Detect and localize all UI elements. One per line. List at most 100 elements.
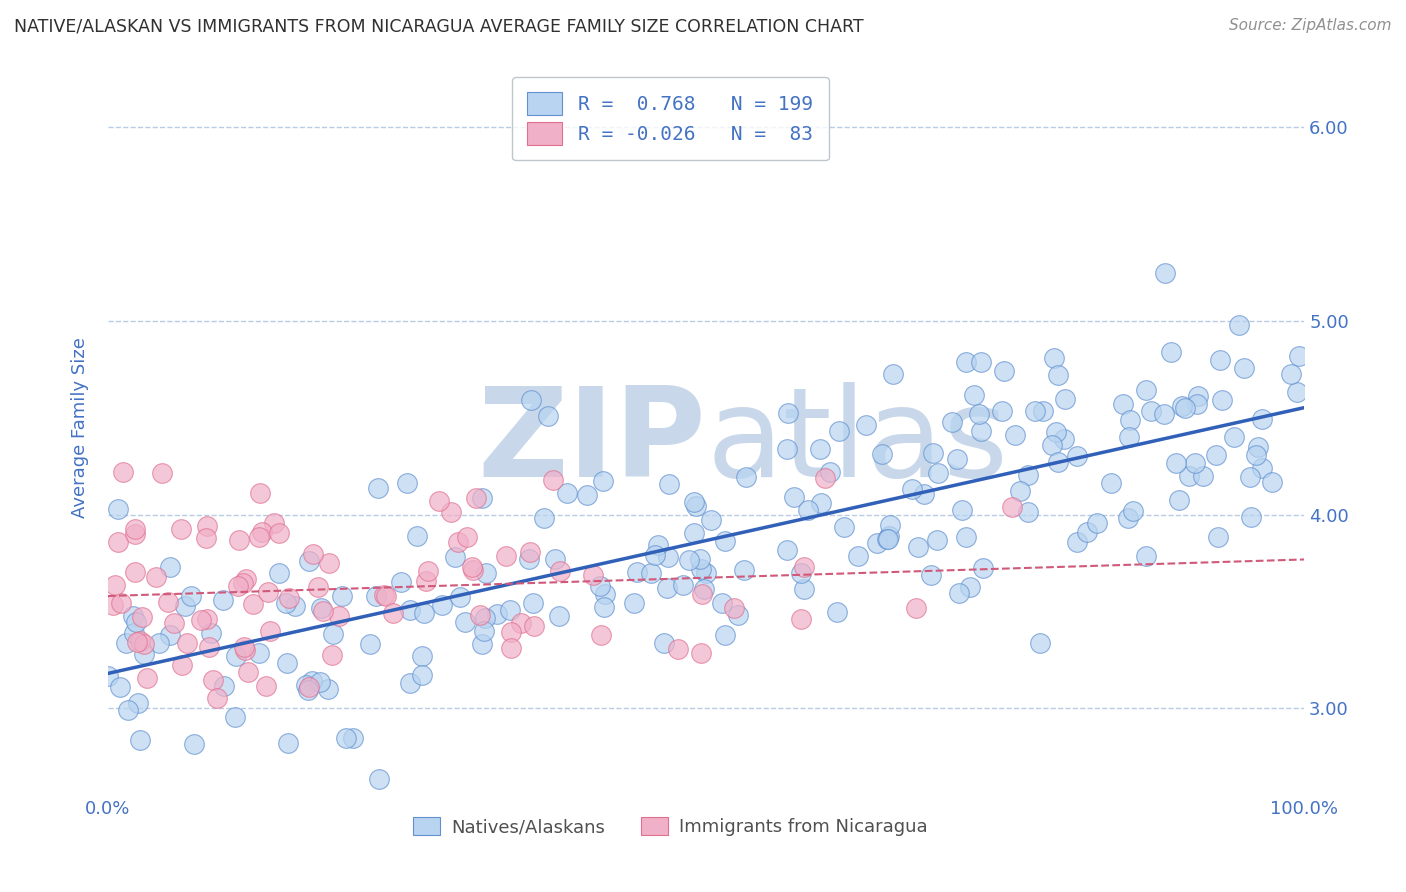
Point — [1247, 440, 1270, 454]
Point — [879, 529, 901, 543]
Point — [170, 522, 193, 536]
Point — [1239, 469, 1261, 483]
Point — [373, 588, 395, 602]
Point — [520, 392, 543, 407]
Point — [907, 540, 929, 554]
Point — [993, 364, 1015, 378]
Point — [411, 667, 433, 681]
Point — [205, 690, 228, 705]
Point — [693, 582, 716, 597]
Point — [236, 665, 259, 680]
Point — [734, 470, 756, 484]
Point — [1004, 428, 1026, 442]
Point — [640, 566, 662, 581]
Point — [444, 549, 467, 564]
Point — [461, 563, 484, 577]
Point — [176, 636, 198, 650]
Point — [163, 615, 186, 630]
Point — [298, 681, 321, 695]
Point — [589, 628, 612, 642]
Point — [211, 592, 233, 607]
Point — [783, 490, 806, 504]
Point — [776, 406, 799, 420]
Point — [104, 578, 127, 592]
Point — [955, 355, 977, 369]
Point — [132, 637, 155, 651]
Point — [1040, 438, 1063, 452]
Point — [108, 680, 131, 694]
Point — [257, 585, 280, 599]
Point — [1209, 353, 1232, 368]
Point — [700, 513, 723, 527]
Point — [112, 465, 135, 479]
Point — [309, 601, 332, 615]
Point — [814, 470, 837, 484]
Point — [1178, 469, 1201, 483]
Point — [449, 591, 471, 605]
Point — [1191, 468, 1213, 483]
Point — [1223, 430, 1246, 444]
Point — [1116, 511, 1139, 525]
Point — [1053, 432, 1076, 446]
Point — [159, 559, 181, 574]
Point — [1024, 403, 1046, 417]
Point — [107, 502, 129, 516]
Point — [828, 425, 851, 439]
Point — [647, 538, 669, 552]
Point — [904, 600, 927, 615]
Point — [259, 624, 281, 638]
Point — [471, 637, 494, 651]
Point — [413, 606, 436, 620]
Point — [689, 562, 711, 576]
Point — [254, 679, 277, 693]
Point — [1227, 318, 1250, 332]
Point — [1211, 393, 1233, 408]
Point — [284, 599, 307, 613]
Point — [1187, 389, 1209, 403]
Point — [124, 527, 146, 541]
Point — [232, 576, 254, 591]
Point — [1001, 500, 1024, 515]
Point — [214, 680, 236, 694]
Point — [115, 636, 138, 650]
Point — [250, 524, 273, 539]
Point — [247, 530, 270, 544]
Point — [925, 533, 948, 547]
Point — [522, 597, 544, 611]
Point — [589, 579, 612, 593]
Point — [825, 605, 848, 619]
Point — [723, 601, 745, 615]
Point — [672, 577, 695, 591]
Point — [359, 637, 381, 651]
Point — [267, 566, 290, 580]
Point — [790, 566, 813, 581]
Point — [330, 589, 353, 603]
Point — [1135, 383, 1157, 397]
Point — [714, 534, 737, 549]
Point — [309, 675, 332, 690]
Point — [1174, 401, 1197, 415]
Point — [195, 612, 218, 626]
Point — [399, 675, 422, 690]
Point — [411, 649, 433, 664]
Point — [277, 591, 299, 605]
Point — [225, 649, 247, 664]
Point — [1043, 351, 1066, 366]
Point — [1047, 368, 1070, 383]
Point — [955, 530, 977, 544]
Point — [316, 681, 339, 696]
Point — [415, 574, 437, 588]
Point — [970, 355, 993, 369]
Point — [460, 560, 482, 574]
Point — [793, 582, 815, 597]
Point — [1187, 397, 1209, 411]
Point — [298, 554, 321, 568]
Point — [1233, 361, 1256, 376]
Point — [267, 525, 290, 540]
Point — [872, 447, 894, 461]
Point — [544, 552, 567, 566]
Point — [125, 635, 148, 649]
Point — [657, 550, 679, 565]
Point — [263, 516, 285, 530]
Point — [501, 641, 523, 656]
